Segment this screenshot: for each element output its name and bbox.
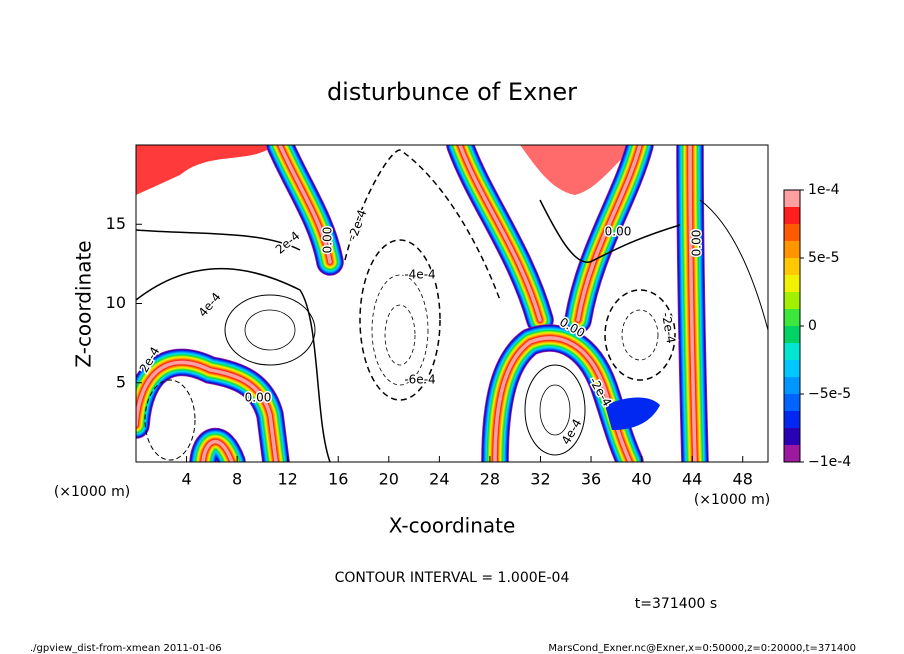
color-band [605, 397, 660, 430]
contours [136, 149, 768, 462]
contour-label: -4e-4 [404, 268, 435, 282]
colorbar-swatch [784, 445, 800, 462]
contour-line [699, 199, 768, 331]
contour-line [384, 304, 416, 366]
colorbar-swatch [784, 258, 800, 275]
x-tick-label: 8 [232, 470, 242, 489]
x-tick-label: 32 [530, 470, 550, 489]
colorbar-swatch [784, 326, 800, 343]
contour-line [224, 294, 316, 366]
contour-line [359, 239, 441, 401]
color-band [136, 360, 278, 462]
contour-interval: CONTOUR INTERVAL = 1.000E-04 [335, 570, 570, 586]
x-tick-label: 16 [328, 470, 348, 489]
contour-label: -2e-4 [659, 311, 678, 344]
contour-label: -2e-4 [346, 208, 370, 242]
colorbar-swatch [784, 343, 800, 360]
colorbar-swatch [784, 394, 800, 411]
footer-left: ./gpview_dist-from-xmean 2011-01-06 [30, 643, 222, 654]
color-band [576, 145, 642, 322]
warm-region [520, 145, 635, 195]
colorbar-swatch [784, 309, 800, 326]
contour-line [136, 229, 301, 251]
x-tick-label: 24 [429, 470, 449, 489]
x-tick-label: 44 [682, 470, 702, 489]
contour-label: 4e-4 [196, 290, 224, 320]
colorbar-swatch [784, 190, 800, 207]
contour-line [539, 199, 681, 263]
x-unit: (×1000 m) [694, 492, 770, 508]
colorbar-swatch [784, 411, 800, 428]
colorbar-swatch [784, 292, 800, 309]
contour-line [144, 379, 196, 461]
contour-label: -6e-4 [404, 373, 435, 387]
y-axis-label: Z-coordinate [72, 240, 96, 367]
y-tick-label: 5 [116, 372, 126, 391]
contour-line [604, 289, 676, 381]
x-tick-label: 12 [278, 470, 298, 489]
x-axis-label: X-coordinate [389, 514, 516, 538]
y-tick-label: 10 [106, 293, 126, 312]
colorbar-tick-label: 5e-5 [808, 250, 839, 266]
footer-right: MarsCond_Exner.nc@Exner,x=0:50000,z=0:20… [548, 643, 856, 654]
colorbar-tick-label: 0 [808, 318, 817, 334]
colorbar-swatch [784, 360, 800, 377]
color-band [201, 439, 234, 462]
colorbar-swatch [784, 207, 800, 224]
colorbar-swatch [784, 275, 800, 292]
contour-line [244, 309, 296, 351]
plot-frame [135, 144, 769, 463]
x-tick-label: 28 [480, 470, 500, 489]
warm-region [136, 145, 275, 195]
colorbar-swatch [784, 377, 800, 394]
y-tick-label: 15 [106, 214, 126, 233]
colorbar-tick-label: −5e-5 [808, 386, 851, 402]
time-label: t=371400 s [635, 596, 717, 612]
colorbar-tick-label: 1e-4 [808, 182, 840, 198]
contour-label: 0.00 [321, 227, 335, 254]
bands [136, 145, 709, 462]
x-tick-label: 20 [379, 470, 399, 489]
contour-line [524, 364, 586, 456]
color-band [688, 145, 697, 462]
colorbar-swatch [784, 428, 800, 445]
colorbar-swatch [784, 224, 800, 241]
x-tick-label: 4 [181, 470, 191, 489]
contour-line [344, 149, 501, 301]
contour-label: 0.00 [605, 225, 632, 239]
contour-line [136, 268, 331, 462]
colorbar-tick-label: −1e-4 [808, 454, 851, 470]
contour-label: 2e-4 [273, 229, 303, 257]
contour-label: 0.00 [245, 391, 272, 405]
chart-title: disturbunce of Exner [327, 78, 577, 106]
contour-line [539, 384, 571, 436]
colorbar-swatch [784, 241, 800, 258]
x-tick-label: 36 [581, 470, 601, 489]
color-band [458, 145, 542, 322]
color-band [278, 145, 332, 264]
contour-label: 0.00 [690, 230, 704, 257]
x-tick-label: 40 [631, 470, 651, 489]
x-tick-label: 48 [733, 470, 753, 489]
contour-line [371, 274, 429, 386]
x-unit: (×1000 m) [54, 484, 130, 500]
contour-line [621, 309, 659, 361]
